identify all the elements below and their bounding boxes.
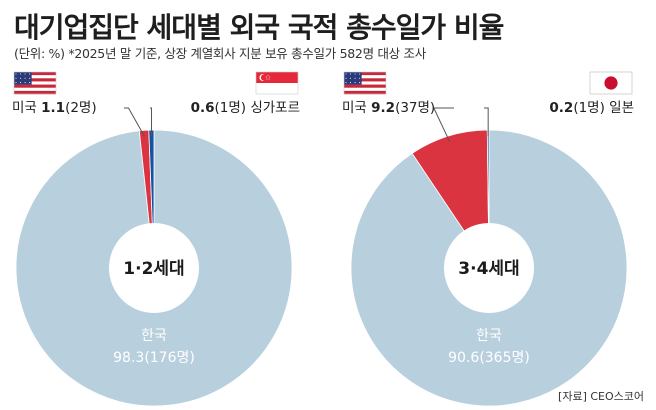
slice-label-usa: 미국 9.2(37명) xyxy=(342,100,435,116)
slice-label-korea-value: 98.3(176명) xyxy=(113,350,195,366)
slice-label-korea-name: 한국 xyxy=(476,328,502,344)
donut-hole xyxy=(109,223,199,313)
center-label: 3·4세대 xyxy=(458,259,519,279)
us-flag-icon xyxy=(343,71,387,95)
us-flag-icon xyxy=(13,71,57,95)
center-label: 1·2세대 xyxy=(123,259,184,279)
leader-line-second xyxy=(484,107,489,137)
donut-hole xyxy=(444,223,534,313)
source-note: [자료] CEO스코어 xyxy=(558,390,644,403)
leader-line-usa xyxy=(433,107,454,143)
slice-label-second: 0.6(1명) 싱가포르 xyxy=(191,100,300,116)
chart-subtitle: (단위: %) *2025년 말 기준, 상장 계열회사 지분 보유 총수일가 … xyxy=(14,46,426,61)
slice-label-korea-value: 90.6(365명) xyxy=(448,350,530,366)
chart-title: 대기업집단 세대별 외국 국적 총수일가 비율 xyxy=(14,11,504,44)
sg-flag-icon xyxy=(255,71,299,95)
slice-label-korea-name: 한국 xyxy=(141,328,167,344)
slice-label-second: 0.2(1명) 일본 xyxy=(549,100,634,116)
leader-line-usa xyxy=(124,107,145,137)
jp-flag-icon xyxy=(589,71,633,95)
leader-line-second xyxy=(150,107,153,137)
slice-label-usa: 미국 1.1(2명) xyxy=(12,100,97,116)
